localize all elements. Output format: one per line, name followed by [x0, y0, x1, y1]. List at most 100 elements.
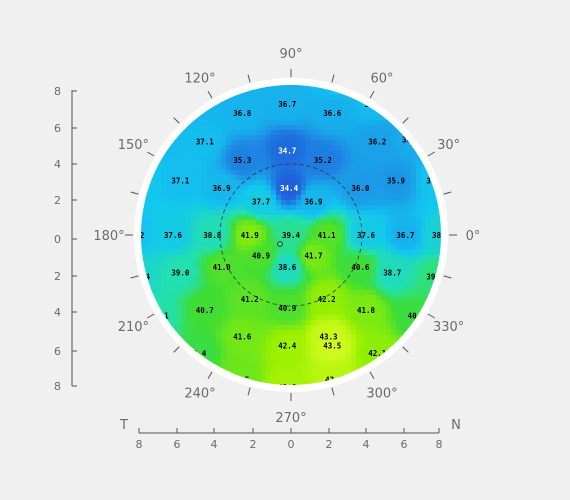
heat-cell [286, 260, 292, 266]
heat-cell [196, 270, 202, 276]
heat-cell [436, 235, 441, 241]
heat-cell [291, 255, 297, 261]
heat-cell [256, 140, 262, 146]
heat-cell [191, 240, 197, 246]
heat-cell [211, 235, 217, 241]
heat-cell [381, 240, 387, 246]
heat-cell [376, 205, 382, 211]
heat-cell [381, 160, 387, 166]
heat-cell [251, 120, 257, 126]
heat-cell [191, 120, 197, 126]
heat-cell [331, 260, 337, 266]
angle-label: 180° [93, 229, 124, 244]
heat-cell [216, 105, 222, 111]
heat-cell [191, 325, 197, 331]
heat-cell [241, 290, 247, 296]
heat-cell [276, 310, 282, 316]
heat-cell [146, 275, 152, 281]
heat-cell [151, 200, 157, 206]
heat-cell [386, 180, 392, 186]
heat-cell [156, 170, 162, 176]
heat-cell [401, 295, 407, 301]
heat-cell [261, 335, 267, 341]
heat-cell [346, 290, 352, 296]
heat-cell [201, 165, 207, 171]
heat-cell [286, 85, 292, 91]
heat-cell [176, 160, 182, 166]
heat-cell [351, 125, 357, 131]
heat-cell [236, 305, 242, 311]
heat-cell [416, 265, 422, 271]
heat-cell [331, 200, 337, 206]
heat-cell [271, 185, 277, 191]
heat-cell [371, 165, 377, 171]
heat-cell [286, 245, 292, 251]
heat-cell [411, 295, 417, 301]
heat-cell [166, 225, 172, 231]
heat-cell [241, 330, 247, 336]
heat-cell [206, 185, 212, 191]
heat-cell [261, 305, 267, 311]
heat-cell [186, 330, 192, 336]
heat-cell [376, 135, 382, 141]
heat-cell [356, 105, 362, 111]
heat-cell [381, 340, 387, 346]
heat-cell [401, 165, 407, 171]
heat-cell [261, 240, 267, 246]
heat-cell [186, 145, 192, 151]
heat-cell [316, 365, 322, 371]
heat-cell [296, 190, 302, 196]
heat-cell [396, 140, 402, 146]
heat-cell [376, 295, 382, 301]
heat-cell [266, 85, 272, 91]
heat-cell [406, 150, 412, 156]
heat-cell [376, 170, 382, 176]
heat-cell [371, 240, 377, 246]
heat-cell [346, 165, 352, 171]
heat-cell [326, 300, 332, 306]
heat-cell [156, 240, 162, 246]
heat-cell [276, 215, 282, 221]
heat-cell [306, 270, 312, 276]
heat-cell [281, 335, 287, 341]
heat-cell [336, 100, 342, 106]
heat-cell [351, 185, 357, 191]
heat-cell [291, 95, 297, 101]
heat-cell [296, 220, 302, 226]
heat-cell [241, 250, 247, 256]
heat-cell [241, 165, 247, 171]
heat-cell [381, 115, 387, 121]
heat-cell [176, 260, 182, 266]
heat-cell [291, 90, 297, 96]
heat-cell [331, 195, 337, 201]
heat-cell [291, 330, 297, 336]
heat-cell [251, 205, 257, 211]
heat-cell [246, 185, 252, 191]
heat-cell [376, 265, 382, 271]
heat-cell [341, 360, 347, 366]
heat-cell [316, 250, 322, 256]
heat-cell [221, 320, 227, 326]
heat-cell [401, 175, 407, 181]
heat-cell [156, 215, 162, 221]
heat-cell [366, 170, 372, 176]
heat-cell [306, 300, 312, 306]
heat-cell [156, 185, 162, 191]
heat-cell [241, 135, 247, 141]
heat-cell [351, 215, 357, 221]
heat-cell [326, 350, 332, 356]
heat-cell [331, 135, 337, 141]
heat-cell [216, 225, 222, 231]
angle-tick [130, 275, 139, 279]
heat-cell [161, 260, 167, 266]
heat-cell [301, 240, 307, 246]
heat-cell [201, 130, 207, 136]
heat-cell [241, 175, 247, 181]
heat-cell [301, 305, 307, 311]
heat-cell [276, 195, 282, 201]
heat-cell [281, 210, 287, 216]
heat-cell [361, 195, 367, 201]
heat-cell [286, 310, 292, 316]
heat-cell [291, 290, 297, 296]
heat-cell [271, 350, 277, 356]
